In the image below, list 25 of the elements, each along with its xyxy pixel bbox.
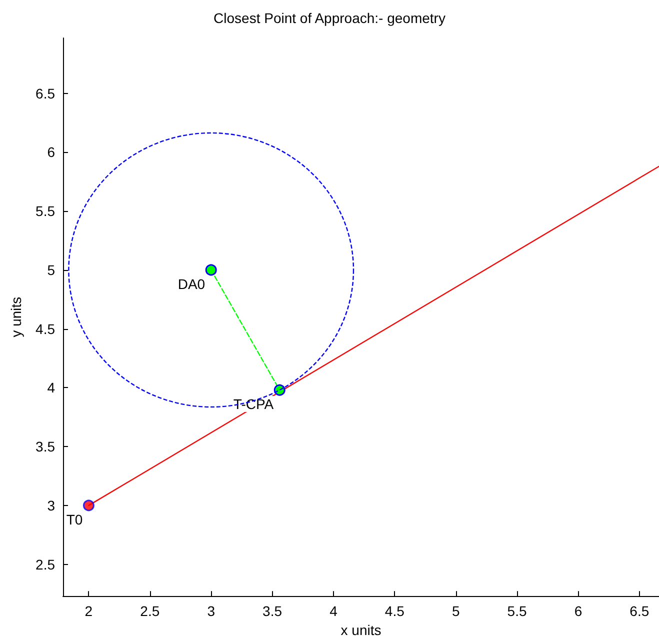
y-tick-label: 5	[47, 262, 56, 278]
y-tick-label: 6	[47, 144, 56, 160]
x-tick-label: 5	[452, 603, 460, 620]
x-tick-label: 6.5	[630, 603, 650, 620]
x-tick-label: 4	[330, 603, 338, 620]
annotation: T0	[66, 511, 83, 528]
x-axis-title: x units	[340, 622, 382, 638]
y-tick-label: 5.5	[36, 203, 56, 220]
y-axis-title: y units	[8, 296, 24, 338]
x-tick-label: 4.5	[384, 603, 405, 620]
x-tick-label: 3	[207, 603, 216, 620]
y-tick-label: 6.5	[36, 85, 56, 102]
annotation: DA0	[178, 276, 206, 292]
y-tick-label: 3	[47, 497, 56, 514]
y-tick-label: 4	[47, 380, 56, 396]
x-tick-label: 5.5	[507, 603, 527, 620]
y-tick-label: 3.5	[36, 438, 56, 455]
x-tick-label: 2.5	[140, 603, 160, 620]
annotation: T-CPA	[233, 396, 274, 412]
x-tick-label: 2	[84, 603, 93, 620]
y-tick-label: 4.5	[36, 320, 56, 337]
y-tick-label: 2.5	[36, 556, 56, 572]
x-tick-label: 3.5	[262, 603, 282, 620]
chart-title: Closest Point of Approach:- geometry	[214, 10, 446, 26]
x-tick-label: 6	[574, 603, 582, 620]
